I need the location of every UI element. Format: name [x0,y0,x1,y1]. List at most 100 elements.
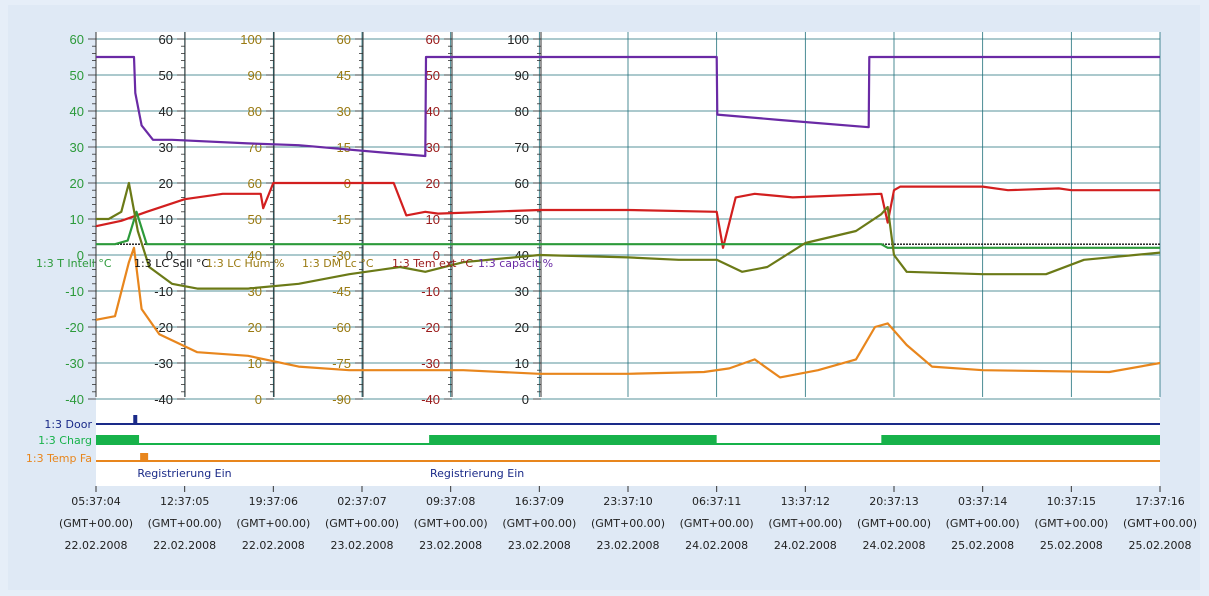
x-tick-date-2: 22.02.2008 [242,539,305,552]
x-tick-tz-3: (GMT+00.00) [325,517,399,530]
axis-1-tick-5: 10 [70,212,84,227]
x-tick-time-6: 23:37:10 [603,495,652,508]
axis-5-tick-2: 40 [426,104,440,119]
value-axes: 60 50 40 30 20 10 0 -10 -20 -30 -40 60 50 40 30 20 10 0 -1… [65,32,542,407]
axis-4-tick-7: -45 [332,284,351,299]
series-t-ext [95,181,1160,249]
axis-1-tick-6: 0 [77,248,84,263]
x-tick-date-7: 24.02.2008 [685,539,748,552]
axis-4-tick-2: 30 [337,104,351,119]
axis-6-tick-10: 0 [522,392,529,407]
door-pulse-0 [133,415,138,424]
axis-3-tick-8: 20 [248,320,262,335]
axis-1-tick-4: 20 [70,176,84,191]
series-dm-lc [96,181,1161,290]
axis-1-tick-9: -30 [65,356,84,371]
axis-1-tick-10: -40 [65,392,84,407]
x-tick-date-0: 22.02.2008 [65,539,128,552]
axis-4-tick-0: 60 [337,32,351,47]
axis-2-tick-7: -10 [154,284,173,299]
axis-3-tick-1: 90 [248,68,262,83]
x-tick-date-4: 23.02.2008 [419,539,482,552]
x-tick-tz-10: (GMT+00.00) [946,517,1020,530]
x-tick-date-10: 25.02.2008 [951,539,1014,552]
axis-4-tick-8: -60 [332,320,351,335]
annotation-1: Registrierung Ein [430,467,524,480]
axis-2-tick-8: -20 [154,320,173,335]
axis-6-tick-8: 20 [515,320,529,335]
x-tick-date-9: 24.02.2008 [863,539,926,552]
axis-3-tick-2: 80 [248,104,262,119]
axis-5-tick-7: -10 [421,284,440,299]
axis-5-tick-3: 30 [426,140,440,155]
x-tick-date-1: 22.02.2008 [153,539,216,552]
x-tick-tz-6: (GMT+00.00) [591,517,665,530]
axis-5-tick-0: 60 [426,32,440,47]
axis-5-tick-8: -20 [421,320,440,335]
axis-1-tick-1: 50 [70,68,84,83]
charge-high-0 [96,435,140,445]
axis-3-tick-3: 70 [248,140,262,155]
x-tick-time-1: 12:37:05 [160,495,209,508]
x-tick-date-5: 23.02.2008 [508,539,571,552]
x-tick-time-2: 19:37:06 [249,495,298,508]
axis-2-tick-5: 10 [159,212,173,227]
x-tick-tz-9: (GMT+00.00) [857,517,931,530]
axis-5-tick-9: -30 [421,356,440,371]
x-tick-date-8: 24.02.2008 [774,539,837,552]
axis-1-tick-7: -10 [65,284,84,299]
axis-2-tick-10: -40 [154,392,173,407]
axis-2-tick-2: 40 [159,104,173,119]
x-tick-time-9: 20:37:13 [869,495,918,508]
series-lines [95,55,1161,379]
axis-4-tick-1: 45 [337,68,351,83]
x-tick-time-0: 05:37:04 [71,495,120,508]
series-labels: 1:3 T Intell °C 1:3 LC Soll °C1:3 LC Hum … [36,257,553,270]
x-tick-time-12: 17:37:16 [1135,495,1184,508]
x-tick-date-3: 23.02.2008 [331,539,394,552]
x-tick-date-12: 25.02.2008 [1129,539,1192,552]
x-tick-tz-1: (GMT+00.00) [148,517,222,530]
axis-2-tick-3: 30 [159,140,173,155]
x-tick-tz-7: (GMT+00.00) [680,517,754,530]
axis-3-tick-6: 40 [248,248,262,263]
x-tick-tz-12: (GMT+00.00) [1123,517,1197,530]
x-tick-time-7: 06:37:11 [692,495,741,508]
axis-4-tick-5: -15 [332,212,351,227]
x-tick-time-4: 09:37:08 [426,495,475,508]
axis-6-tick-9: 10 [515,356,529,371]
channel-label-2: 1:3 Temp Fa [26,452,92,465]
series-lc-hum [95,246,1161,379]
axis-3-tick-7: 30 [248,284,262,299]
x-tick-tz-0: (GMT+00.00) [59,517,133,530]
digital-channels: 1:3 Door 1:3 Charg 1:3 Temp Fa Registrierun… [26,415,1160,480]
axis-3-tick-5: 50 [248,212,262,227]
axis-5-tick-1: 50 [426,68,440,83]
axis-1-tick-3: 30 [70,140,84,155]
x-tick-time-10: 03:37:14 [958,495,1007,508]
axis-6-tick-7: 30 [515,284,529,299]
charge-high-2 [881,435,1160,445]
x-tick-tz-2: (GMT+00.00) [236,517,310,530]
series-label-3: 1:3 DM Lc °C [302,257,374,270]
x-tick-date-11: 25.02.2008 [1040,539,1103,552]
axis-4-tick-3: 15 [337,140,351,155]
series-label-5: 1:3 capacit % [478,257,553,270]
x-tick-tz-5: (GMT+00.00) [502,517,576,530]
axis-2-tick-0: 60 [159,32,173,47]
series-capacity [96,55,1160,158]
trend-chart: 60 50 40 30 20 10 0 -10 -20 -30 -40 60 50 40 30 20 10 0 -1… [26,32,1197,552]
series-label-4: 1:3 Tem ext °C [392,257,473,270]
tempfa-pulse-0 [140,453,149,462]
x-tick-date-6: 23.02.2008 [597,539,660,552]
axis-1-tick-0: 60 [70,32,84,47]
x-tick-time-8: 13:37:12 [781,495,830,508]
axis-5-tick-6: 0 [433,248,440,263]
series-t-intell [96,210,1160,249]
series-label-2: 1:3 LC Hum % [206,257,284,270]
channel-label-1: 1:3 Charg [38,434,92,447]
axis-4-tick-10: -90 [332,392,351,407]
axis-6-tick-2: 80 [515,104,529,119]
charge-high-1 [429,435,717,445]
x-tick-time-11: 10:37:15 [1047,495,1096,508]
